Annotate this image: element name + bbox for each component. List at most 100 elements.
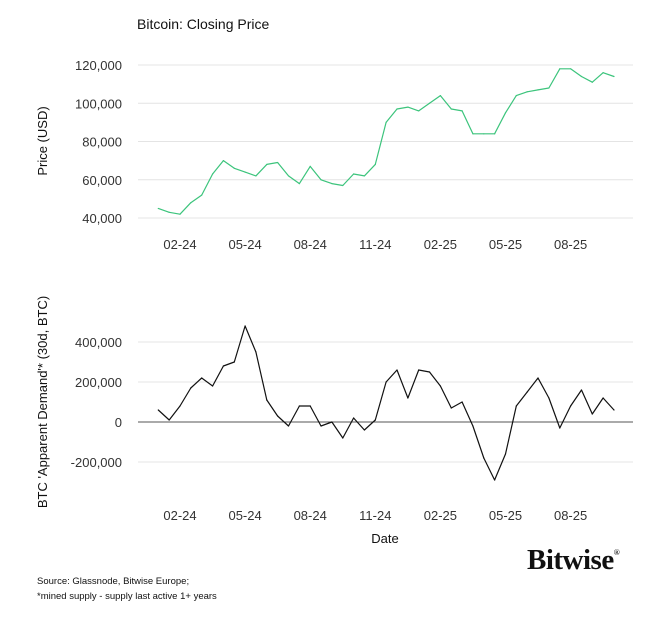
y-tick-label: 100,000	[75, 96, 122, 111]
data-point	[461, 110, 463, 112]
data-point	[320, 179, 322, 181]
x-tick-label: 02-24	[163, 237, 196, 252]
x-tick-label: 08-24	[294, 237, 327, 252]
x-tick-label: 05-24	[228, 237, 261, 252]
data-point	[277, 415, 279, 417]
data-point	[548, 397, 550, 399]
y-tick-label: 120,000	[75, 58, 122, 73]
data-point	[483, 457, 485, 459]
data-point	[407, 106, 409, 108]
data-point	[580, 75, 583, 78]
logo-text: Bitwise	[527, 544, 614, 576]
data-point	[157, 207, 159, 210]
data-point	[201, 377, 203, 379]
data-point	[266, 163, 268, 166]
data-point	[374, 419, 376, 421]
data-point	[363, 175, 366, 177]
x-tick-label: 02-24	[163, 508, 196, 523]
data-point	[157, 409, 159, 411]
data-point	[570, 405, 572, 407]
data-point	[309, 165, 311, 167]
data-point	[450, 108, 452, 110]
source-note: Source: Glassnode, Bitwise Europe;	[37, 576, 190, 587]
y-tick-label: 80,000	[82, 135, 122, 150]
data-point	[526, 391, 528, 393]
data-point	[233, 167, 235, 169]
data-point	[407, 397, 409, 399]
data-point	[418, 369, 420, 371]
data-point	[472, 425, 474, 427]
x-tick-label: 02-25	[424, 508, 457, 523]
data-point	[613, 409, 615, 411]
data-point	[179, 405, 181, 407]
data-point	[374, 163, 376, 166]
data-point	[331, 182, 333, 185]
data-point	[439, 385, 441, 387]
data-point	[526, 91, 528, 93]
x-tick-label: 05-25	[489, 237, 522, 252]
data-point	[363, 429, 366, 431]
data-point	[266, 399, 268, 401]
data-point	[559, 427, 561, 429]
y-tick-label: 0	[115, 415, 122, 430]
chart-title: Bitcoin: Closing Price	[137, 16, 270, 32]
demand-series-line	[157, 325, 615, 481]
data-point	[537, 377, 539, 379]
data-point	[342, 184, 344, 187]
y-tick-label: 60,000	[82, 173, 122, 188]
data-point	[168, 419, 170, 421]
x-tick-label: 05-25	[489, 508, 522, 523]
data-point	[277, 161, 279, 164]
bitwise-logo: Bitwise®	[527, 544, 620, 576]
data-point	[613, 75, 615, 78]
data-point	[211, 173, 214, 175]
data-point	[494, 479, 496, 481]
y-tick-label: 40,000	[82, 211, 122, 226]
y-tick-label: -200,000	[71, 455, 122, 470]
y-axis-label: BTC 'Apparent Demand'* (30d, BTC)	[35, 296, 50, 508]
data-point	[504, 453, 507, 455]
data-point	[450, 407, 452, 409]
data-point	[353, 417, 355, 419]
data-point	[244, 325, 246, 327]
data-point	[428, 371, 431, 373]
data-point	[298, 405, 300, 407]
data-point	[559, 68, 561, 70]
data-point	[537, 89, 539, 91]
data-point	[396, 108, 398, 110]
data-point	[396, 369, 398, 371]
x-tick-label: 08-25	[554, 237, 587, 252]
data-point	[179, 213, 181, 215]
data-point	[190, 202, 192, 204]
y-tick-label: 200,000	[75, 375, 122, 390]
data-point	[353, 173, 355, 175]
data-point	[570, 68, 572, 70]
data-point	[309, 405, 311, 407]
y-tick-label: 400,000	[75, 335, 122, 350]
data-point	[504, 112, 507, 114]
data-point	[439, 95, 441, 97]
data-point	[580, 389, 583, 391]
y-axis-label: Price (USD)	[35, 106, 50, 175]
data-point	[331, 421, 333, 423]
data-point	[320, 425, 322, 427]
data-point	[602, 397, 604, 399]
data-point	[418, 110, 420, 112]
data-point	[342, 437, 344, 439]
data-point	[255, 175, 257, 177]
footnote: *mined supply - supply last active 1+ ye…	[37, 591, 217, 602]
data-point	[244, 171, 246, 173]
data-point	[385, 381, 387, 383]
data-point	[287, 175, 290, 177]
data-point	[591, 81, 593, 83]
data-point	[168, 211, 170, 213]
data-point	[211, 385, 214, 387]
data-point	[385, 121, 387, 123]
x-axis-label: Date	[371, 531, 398, 546]
data-point	[298, 182, 300, 185]
data-point	[515, 95, 517, 97]
data-point	[287, 425, 290, 427]
x-tick-label: 05-24	[228, 508, 261, 523]
